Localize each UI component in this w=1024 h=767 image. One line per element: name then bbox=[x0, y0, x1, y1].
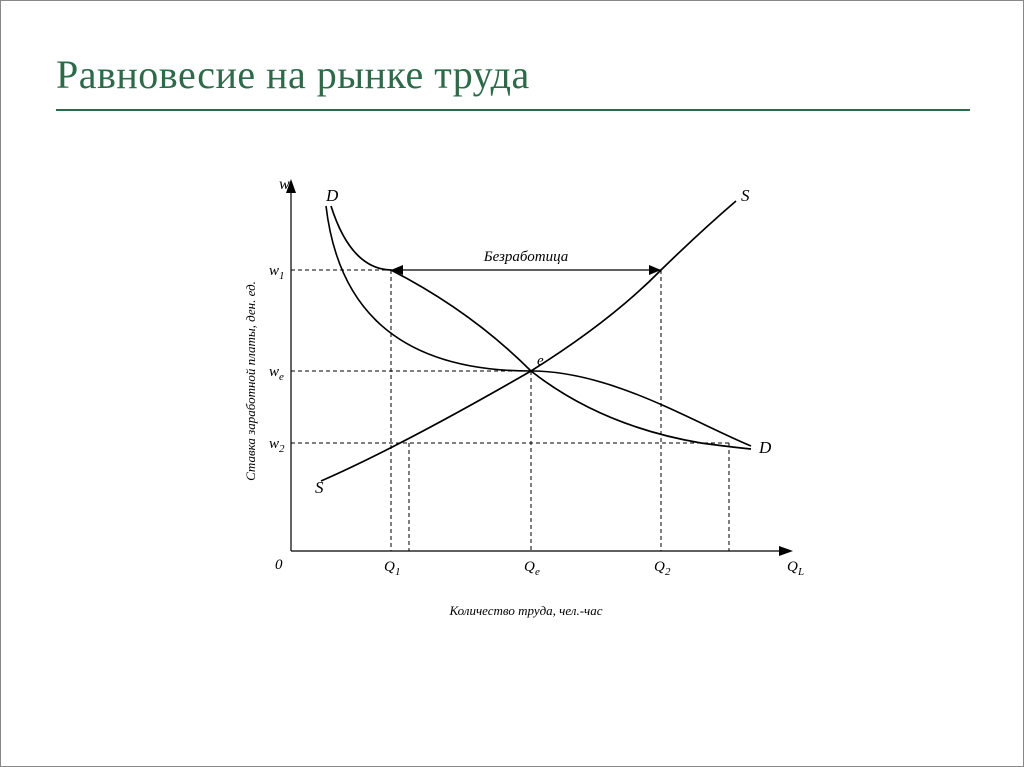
svg-text:Q: Q bbox=[524, 559, 535, 575]
y-tick-w2: w 2 bbox=[269, 436, 285, 455]
svg-text:w: w bbox=[269, 364, 279, 380]
svg-text:Q: Q bbox=[654, 559, 665, 575]
svg-text:e: e bbox=[279, 371, 284, 383]
equilibrium-label: e bbox=[537, 353, 544, 369]
origin-label: 0 bbox=[275, 557, 283, 573]
supply-curve-main bbox=[321, 201, 736, 481]
svg-text:2: 2 bbox=[279, 443, 285, 455]
svg-text:Q: Q bbox=[384, 559, 395, 575]
svg-text:e: e bbox=[535, 566, 540, 578]
svg-text:1: 1 bbox=[395, 566, 401, 578]
page-title: Равновесие на рынке труда bbox=[56, 51, 530, 98]
svg-text:1: 1 bbox=[279, 270, 285, 282]
labor-market-chart: w 0 bbox=[231, 171, 821, 621]
guide-lines bbox=[291, 270, 729, 551]
unemployment-arrow bbox=[391, 265, 661, 275]
y-tick-we: w e bbox=[269, 364, 284, 383]
demand-curve bbox=[326, 206, 751, 446]
x-tick-Q1: Q 1 bbox=[384, 559, 401, 578]
title-underline bbox=[56, 109, 970, 111]
svg-text:L: L bbox=[797, 566, 804, 578]
unemployment-label: Безработица bbox=[483, 249, 569, 265]
svg-text:2: 2 bbox=[665, 566, 671, 578]
svg-text:w: w bbox=[269, 436, 279, 452]
y-tick-w1: w 1 bbox=[269, 263, 285, 282]
supply-label-top: S bbox=[741, 186, 750, 205]
x-axis-symbol: Q L bbox=[787, 559, 804, 578]
x-axis-label: Количество труда, чел.-час bbox=[231, 603, 821, 619]
slide: Равновесие на рынке труда w 0 bbox=[0, 0, 1024, 767]
demand-label-top: D bbox=[325, 186, 339, 205]
x-tick-Q2: Q 2 bbox=[654, 559, 671, 578]
y-axis-label: Ставка заработной платы, ден. ед. bbox=[243, 251, 259, 511]
demand-label-right: D bbox=[758, 438, 772, 457]
chart-svg: w 0 bbox=[231, 171, 821, 601]
svg-text:Q: Q bbox=[787, 559, 798, 575]
demand-curve-main bbox=[331, 206, 751, 449]
supply-label-left: S bbox=[315, 478, 324, 497]
svg-text:w: w bbox=[269, 263, 279, 279]
x-tick-Qe: Q e bbox=[524, 559, 540, 578]
y-axis-symbol: w bbox=[279, 176, 290, 193]
